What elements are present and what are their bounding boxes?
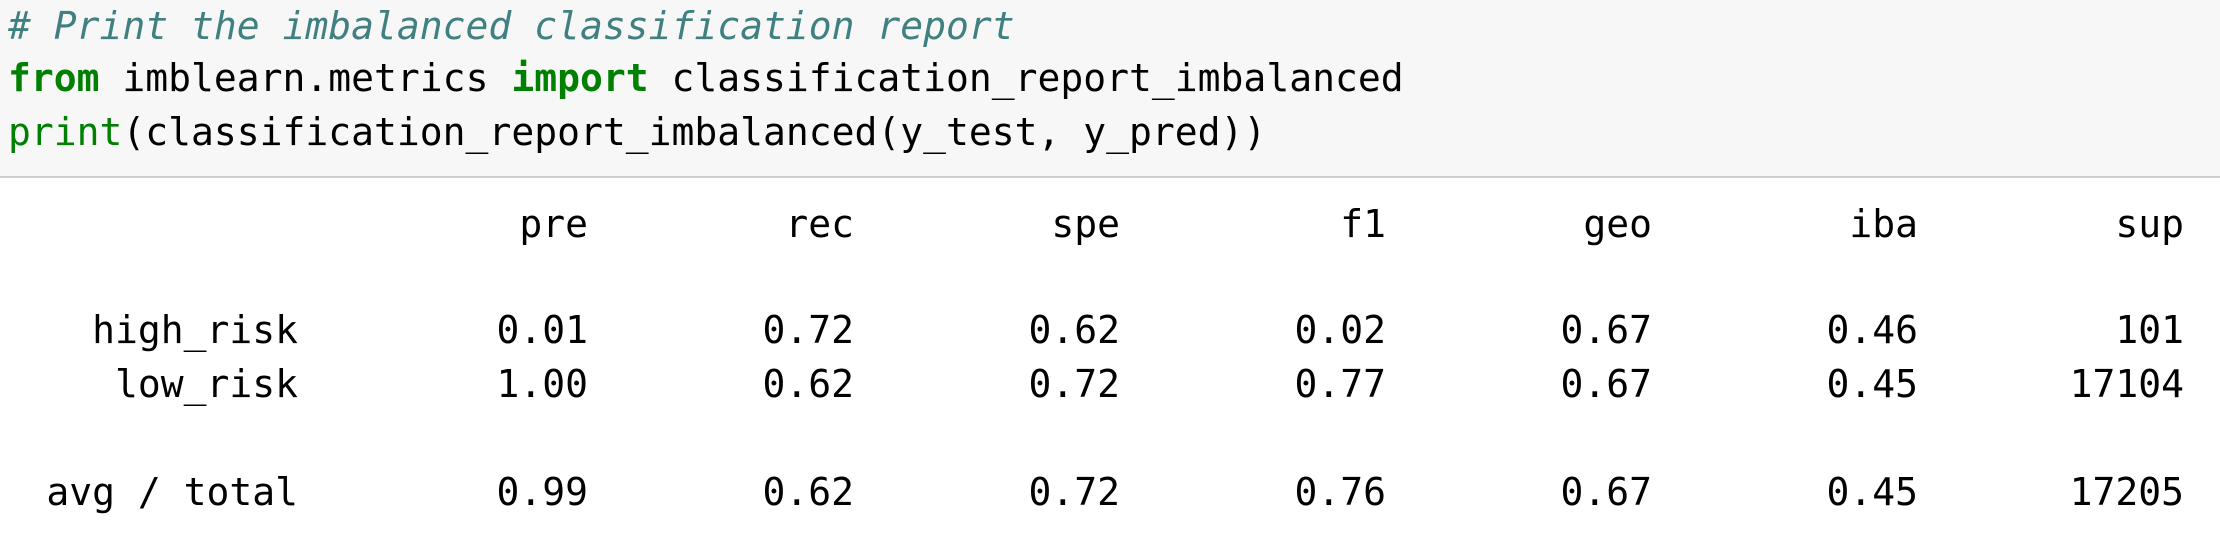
table-cell: 0.45: [1826, 470, 1918, 514]
table-cell: 0.67: [1560, 470, 1652, 514]
column-header: pre: [519, 202, 588, 246]
table-cell: 0.01: [496, 308, 588, 352]
column-header: spe: [1051, 202, 1120, 246]
table-cell: 0.99: [496, 470, 588, 514]
column-header: sup: [2115, 202, 2184, 246]
column-header: geo: [1583, 202, 1652, 246]
code-input-area[interactable]: # Print the imbalanced classification re…: [0, 0, 2220, 178]
table-cell: 1.00: [496, 362, 588, 406]
imported-name: classification_report_imbalanced: [648, 56, 1404, 100]
table-cell: 0.76: [1294, 470, 1386, 514]
table-cell: 0.72: [762, 308, 854, 352]
print-arguments: (classification_report_imbalanced(y_test…: [122, 110, 1267, 154]
table-cell: 0.77: [1294, 362, 1386, 406]
table-cell: 0.62: [1028, 308, 1120, 352]
table-cell: 0.02: [1294, 308, 1386, 352]
keyword-import: import: [511, 56, 649, 100]
table-cell: 0.67: [1560, 362, 1652, 406]
row-label: low_risk: [114, 362, 298, 406]
code-line-comment: # Print the imbalanced classification re…: [8, 0, 1015, 52]
code-comment: # Print the imbalanced classification re…: [8, 4, 1015, 48]
row-label: high_risk: [92, 308, 298, 352]
table-cell: 0.72: [1028, 362, 1120, 406]
total-row-label: avg / total: [46, 470, 298, 514]
table-cell: 0.72: [1028, 470, 1120, 514]
table-cell: 101: [2115, 308, 2184, 352]
table-cell: 0.45: [1826, 362, 1918, 406]
code-line-import: from imblearn.metrics import classificat…: [8, 52, 1404, 104]
table-cell: 17205: [2069, 470, 2184, 514]
table-cell: 0.46: [1826, 308, 1918, 352]
cell-output: pre rec spe f1 geo iba sup high_risk 0.0…: [0, 178, 2220, 535]
keyword-from: from: [8, 56, 100, 100]
code-line-print: print(classification_report_imbalanced(y…: [8, 106, 1266, 158]
builtin-print: print: [8, 110, 123, 154]
column-header: f1: [1340, 202, 1386, 246]
module-name: imblearn.metrics: [99, 56, 512, 100]
table-cell: 0.62: [762, 470, 854, 514]
column-header: rec: [785, 202, 854, 246]
table-cell: 0.62: [762, 362, 854, 406]
column-header: iba: [1849, 202, 1918, 246]
table-cell: 0.67: [1560, 308, 1652, 352]
table-cell: 17104: [2069, 362, 2184, 406]
